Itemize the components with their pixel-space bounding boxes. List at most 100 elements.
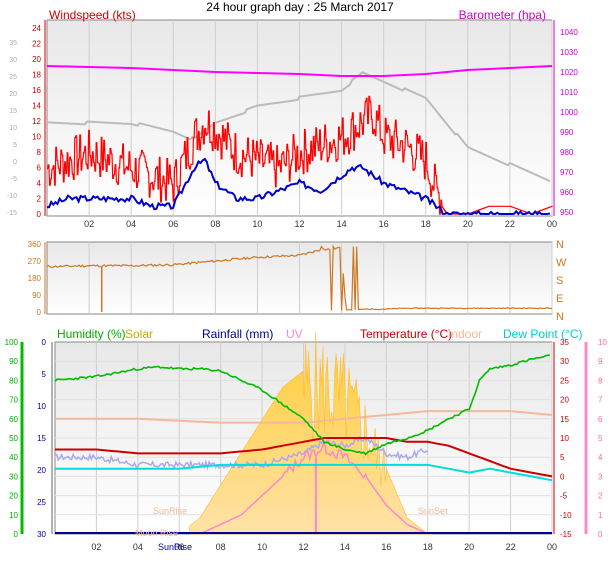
x-tick-1-18: 18 [421, 219, 431, 229]
x-tick-1-12: 12 [294, 219, 304, 229]
y-tick-wind-10: 10 [32, 133, 41, 142]
series-apparent [54, 435, 428, 471]
y-tick-wind2-25: 25 [9, 74, 17, 81]
y-tick-baro-950: 950 [560, 208, 574, 217]
x-tick-3-14: 14 [340, 542, 350, 552]
x-tick-3-12: 12 [298, 542, 308, 552]
series-wind-direction [46, 244, 552, 311]
y-tick-hum-90: 90 [9, 357, 18, 366]
y-tick-rain-5: 5 [42, 370, 47, 379]
x-tick-1-14: 14 [337, 219, 347, 229]
y-tick-baro-1010: 1010 [560, 88, 578, 97]
y-tick-uv-9: 9 [598, 357, 603, 366]
sunset-annotation: SunSet [418, 506, 448, 516]
ticks-3: 02 04 06 08 10 12 14 16 18 20 22 001009080706050403… [5, 338, 608, 552]
y-tick-wind2-10: 10 [9, 125, 17, 132]
x-tick-1-08: 08 [210, 219, 220, 229]
y-tick-hum-100: 100 [5, 338, 19, 347]
windspeed-label: Windspeed (kts) [49, 8, 136, 22]
y-tick-temp--5: -5 [560, 492, 568, 501]
y-tick-baro-1040: 1040 [560, 28, 578, 37]
y-tick-rain-25: 25 [37, 498, 46, 507]
y-tick-temp-0: 0 [560, 472, 565, 481]
y-tick-compass-3: E [556, 293, 563, 305]
y-tick-uv-8: 8 [598, 376, 603, 385]
y-tick-temp-10: 10 [560, 434, 569, 443]
y-tick-wind-12: 12 [32, 117, 41, 126]
y-tick-wind2-35: 35 [9, 40, 17, 47]
uv-legend: UV [286, 327, 303, 341]
x-tick-1-20: 20 [463, 219, 473, 229]
y-tick-rain-10: 10 [37, 402, 46, 411]
y-tick-wind-14: 14 [32, 102, 41, 111]
x-tick-3-08: 08 [216, 542, 226, 552]
x-tick-3-06: 06 [174, 542, 184, 552]
rainfall-legend: Rainfall (mm) [202, 327, 273, 341]
y-tick-temp-5: 5 [560, 453, 565, 462]
y-tick-rain-0: 0 [42, 338, 47, 347]
series-humidity [54, 354, 551, 456]
y-tick-compass-4: N [556, 311, 564, 323]
y-tick-uv-3: 3 [598, 472, 603, 481]
y-tick-hum-60: 60 [9, 415, 18, 424]
x-tick-1-16: 16 [379, 219, 389, 229]
y-tick-wind-4: 4 [37, 179, 42, 188]
y-tick-wind2-30: 30 [9, 57, 17, 64]
y-tick-wind2-5: 5 [13, 142, 17, 149]
wind-baro-panel: 02 04 06 08 10 12 14 16 18 20 22 002422201816141210… [7, 8, 578, 229]
y-tick-temp-20: 20 [560, 396, 569, 405]
x-tick-3-00: 00 [547, 542, 557, 552]
x-tick-1-02: 02 [84, 219, 94, 229]
y-tick-uv-0: 0 [598, 530, 603, 539]
sunrise-annotation: SunRise [153, 506, 187, 516]
series-2 [46, 244, 552, 312]
y-tick-baro-1030: 1030 [560, 48, 578, 57]
x-tick-3-16: 16 [381, 542, 391, 552]
y-tick-temp--15: -15 [560, 530, 572, 539]
y-tick-compass-1: W [556, 257, 567, 269]
y-tick-uv-4: 4 [598, 453, 603, 462]
x-tick-3-22: 22 [506, 542, 516, 552]
y-tick-wind-0: 0 [37, 210, 42, 219]
y-tick-hum-0: 0 [14, 530, 19, 539]
temperature-legend: Temperature (°C) [360, 327, 452, 341]
temp-humidity-panel: 02 04 06 08 10 12 14 16 18 20 22 001009080706050403… [5, 327, 608, 552]
legend-3: Humidity (%) Solar Rainfall (mm) UV Temp… [57, 327, 582, 341]
y-tick-dir-0: 0 [37, 308, 42, 317]
grid-1 [88, 20, 553, 216]
series-wind-average [46, 157, 551, 216]
y-tick-wind-8: 8 [37, 148, 42, 157]
series-temperature [55, 437, 553, 478]
y-tick-baro-970: 970 [560, 168, 574, 177]
y-tick-hum-10: 10 [9, 511, 18, 520]
y-tick-rain-15: 15 [37, 434, 46, 443]
x-tick-1-00: 00 [547, 219, 557, 229]
y-tick-rain-30: 30 [37, 530, 46, 539]
x-tick-3-10: 10 [257, 542, 267, 552]
y-tick-uv-1: 1 [598, 511, 603, 520]
x-tick-3-18: 18 [423, 542, 433, 552]
y-tick-wind-18: 18 [32, 71, 41, 80]
graph-title: 24 hour graph day : 25 March 2017 [206, 0, 394, 14]
y-tick-uv-6: 6 [598, 415, 603, 424]
y-tick-dir-360: 360 [28, 240, 42, 249]
series-1 [46, 65, 553, 216]
ticks-1: 02 04 06 08 10 12 14 16 18 20 22 002422201816141210… [7, 24, 578, 229]
x-tick-3-04: 04 [133, 542, 143, 552]
barometer-label: Barometer (hpa) [459, 8, 546, 22]
y-tick-uv-2: 2 [598, 492, 603, 501]
y-tick-dir-270: 270 [28, 257, 42, 266]
y-tick-hum-20: 20 [9, 492, 18, 501]
y-tick-temp-35: 35 [560, 338, 569, 347]
y-tick-wind2-15: 15 [9, 108, 17, 115]
series-temperature-grey [46, 71, 551, 183]
x-tick-3-02: 02 [91, 542, 101, 552]
grid-2 [88, 242, 553, 314]
y-tick-baro-980: 980 [560, 148, 574, 157]
series-barometer [46, 65, 553, 77]
y-tick-rain-20: 20 [37, 466, 46, 475]
y-tick-wind2--15: -15 [7, 210, 17, 217]
